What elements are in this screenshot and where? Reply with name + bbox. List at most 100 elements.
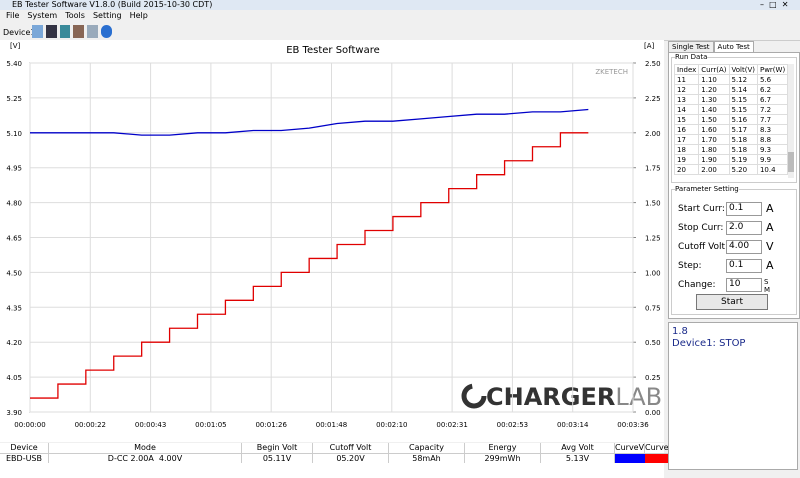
run-row: 16 1.60 5.17 8.3	[673, 124, 789, 135]
start-button[interactable]: Start	[696, 294, 768, 310]
run-cell: 1.70	[698, 134, 730, 145]
icon-save[interactable]	[45, 25, 57, 38]
menu-item[interactable]: File	[6, 11, 20, 20]
run-cell: 1.40	[698, 104, 730, 115]
watermark: ZKETECH	[595, 68, 628, 76]
x-tick-label: 00:02:31	[436, 421, 467, 429]
menu-item[interactable]: Setting	[92, 11, 122, 20]
param-input[interactable]: 0.1	[726, 202, 762, 216]
y-tick-label: 3.90	[6, 409, 22, 417]
run-cell: 12	[673, 84, 700, 95]
header-cell: Pwr(W)	[756, 64, 789, 75]
header-row: Index Curr(A) Volt(V) Pwr(W)	[673, 64, 789, 75]
y2-tick-label: 1.50	[645, 200, 661, 208]
param-input[interactable]: 0.1	[726, 259, 762, 273]
run-cell: 10.4	[756, 164, 789, 175]
header-cell: Mode	[48, 443, 242, 453]
y2-tick-label: 1.75	[645, 165, 661, 173]
device-label: Device1	[3, 28, 36, 37]
series-line	[30, 132, 589, 399]
run-cell: 6.7	[756, 94, 789, 105]
logo: CHARGERLAB	[461, 383, 662, 411]
run-row: 11 1.10 5.12 5.6	[673, 74, 789, 85]
window-controls[interactable]: – □ ✕	[760, 0, 789, 9]
radio-option[interactable]: M	[764, 286, 771, 294]
run-row: 20 2.00 5.20 10.4	[673, 164, 789, 175]
tab[interactable]: Single Test	[668, 41, 714, 52]
series-line	[30, 108, 589, 136]
run-cell: 6.2	[756, 84, 789, 95]
icon-open[interactable]	[32, 25, 43, 38]
run-cell: 5.18	[728, 134, 758, 145]
y2-tick-label: 1.25	[645, 235, 661, 243]
run-data-group: Run Data Index Curr(A) Volt(V) Pwr(W) 11 1.10…	[671, 53, 797, 183]
chart-title: EB Tester Software	[286, 45, 380, 56]
menu-item[interactable]: System	[27, 11, 58, 20]
y2-tick-label: 0.00	[645, 409, 661, 417]
tab[interactable]: Auto Test	[713, 41, 754, 52]
scroll-thumb[interactable]	[788, 152, 794, 172]
status-device: Device1: STOP	[672, 338, 746, 349]
window-title: EB Tester Software V1.8.0 (Build 2015-10…	[12, 0, 213, 9]
y2-tick-label: 2.50	[645, 60, 661, 68]
run-cell: 9.9	[756, 154, 789, 165]
run-cell: 5.6	[756, 74, 789, 85]
run-row: 19 1.90 5.19 9.9	[673, 154, 789, 165]
chart: EB Tester Software [V] [A] ZKETECH CHARG…	[0, 40, 664, 442]
param-label: Cutoff Volt	[678, 242, 726, 252]
menu-item[interactable]: Help	[129, 11, 148, 20]
y-tick-label: 5.10	[6, 130, 22, 138]
run-cell: 7.2	[756, 104, 789, 115]
run-row: 13 1.30 5.15 6.7	[673, 94, 789, 105]
data-cell: 05.11V	[241, 453, 313, 463]
header-cell: Device	[0, 443, 49, 453]
run-cell: 20	[673, 164, 700, 175]
logo-accent: LAB	[615, 383, 662, 411]
menu-item[interactable]: Tools	[65, 11, 85, 20]
x-tick-label: 00:02:10	[376, 421, 407, 429]
param-input[interactable]: 4.00	[726, 240, 762, 254]
y-tick-label: 4.65	[6, 235, 22, 243]
header-cell: Energy	[464, 443, 541, 453]
icon-search[interactable]	[87, 25, 99, 38]
run-cell: 7.7	[756, 114, 789, 125]
y-tick-label: 4.50	[6, 269, 22, 277]
run-cell: 13	[673, 94, 700, 105]
run-cell: 1.60	[698, 124, 730, 135]
x-tick-label: 00:02:53	[497, 421, 528, 429]
y2-tick-label: 0.50	[645, 339, 661, 347]
icon-info[interactable]	[101, 25, 112, 38]
param-unit: A	[766, 202, 774, 215]
radio-option[interactable]: S	[764, 278, 769, 286]
header-cell: Avg Volt	[540, 443, 615, 453]
param-input[interactable]: 10	[726, 278, 762, 292]
y2-tick-label: 2.25	[645, 95, 661, 103]
param-input[interactable]: 2.0	[726, 221, 762, 235]
run-cell: 5.18	[728, 144, 758, 155]
run-cell: 5.16	[728, 114, 758, 125]
x-tick-label: 00:01:05	[195, 421, 226, 429]
tab-panel: Run Data Index Curr(A) Volt(V) Pwr(W) 11 1.10…	[668, 52, 800, 319]
param-label: Step:	[678, 261, 702, 271]
icon-chart[interactable]	[59, 25, 71, 38]
run-cell: 1.90	[698, 154, 730, 165]
run-row: 17 1.70 5.18 8.8	[673, 134, 789, 145]
y-tick-label: 4.05	[6, 374, 22, 382]
y-tick-label: 4.80	[6, 200, 22, 208]
param-label: Start Curr:	[678, 204, 725, 214]
run-cell: 8.3	[756, 124, 789, 135]
run-cell: 5.19	[728, 154, 758, 165]
scrollbar[interactable]	[788, 64, 794, 178]
y-tick-label: 4.95	[6, 165, 22, 173]
y2-axis-label: [A]	[644, 42, 655, 50]
header-cell: Curr(A)	[698, 64, 730, 75]
icon-tools[interactable]	[73, 25, 85, 38]
results-panel: Device Mode Begin Volt Cutoff Volt Capacity E…	[0, 443, 673, 478]
run-cell: 5.15	[728, 94, 758, 105]
parameter-group: Parameter Setting Start Curr: 0.1 A Stop Cu…	[671, 185, 797, 315]
run-cell: 5.17	[728, 124, 758, 135]
curve-color	[644, 453, 673, 463]
data-cell: 58mAh	[388, 453, 465, 463]
header-cell: Volt(V)	[728, 64, 758, 75]
